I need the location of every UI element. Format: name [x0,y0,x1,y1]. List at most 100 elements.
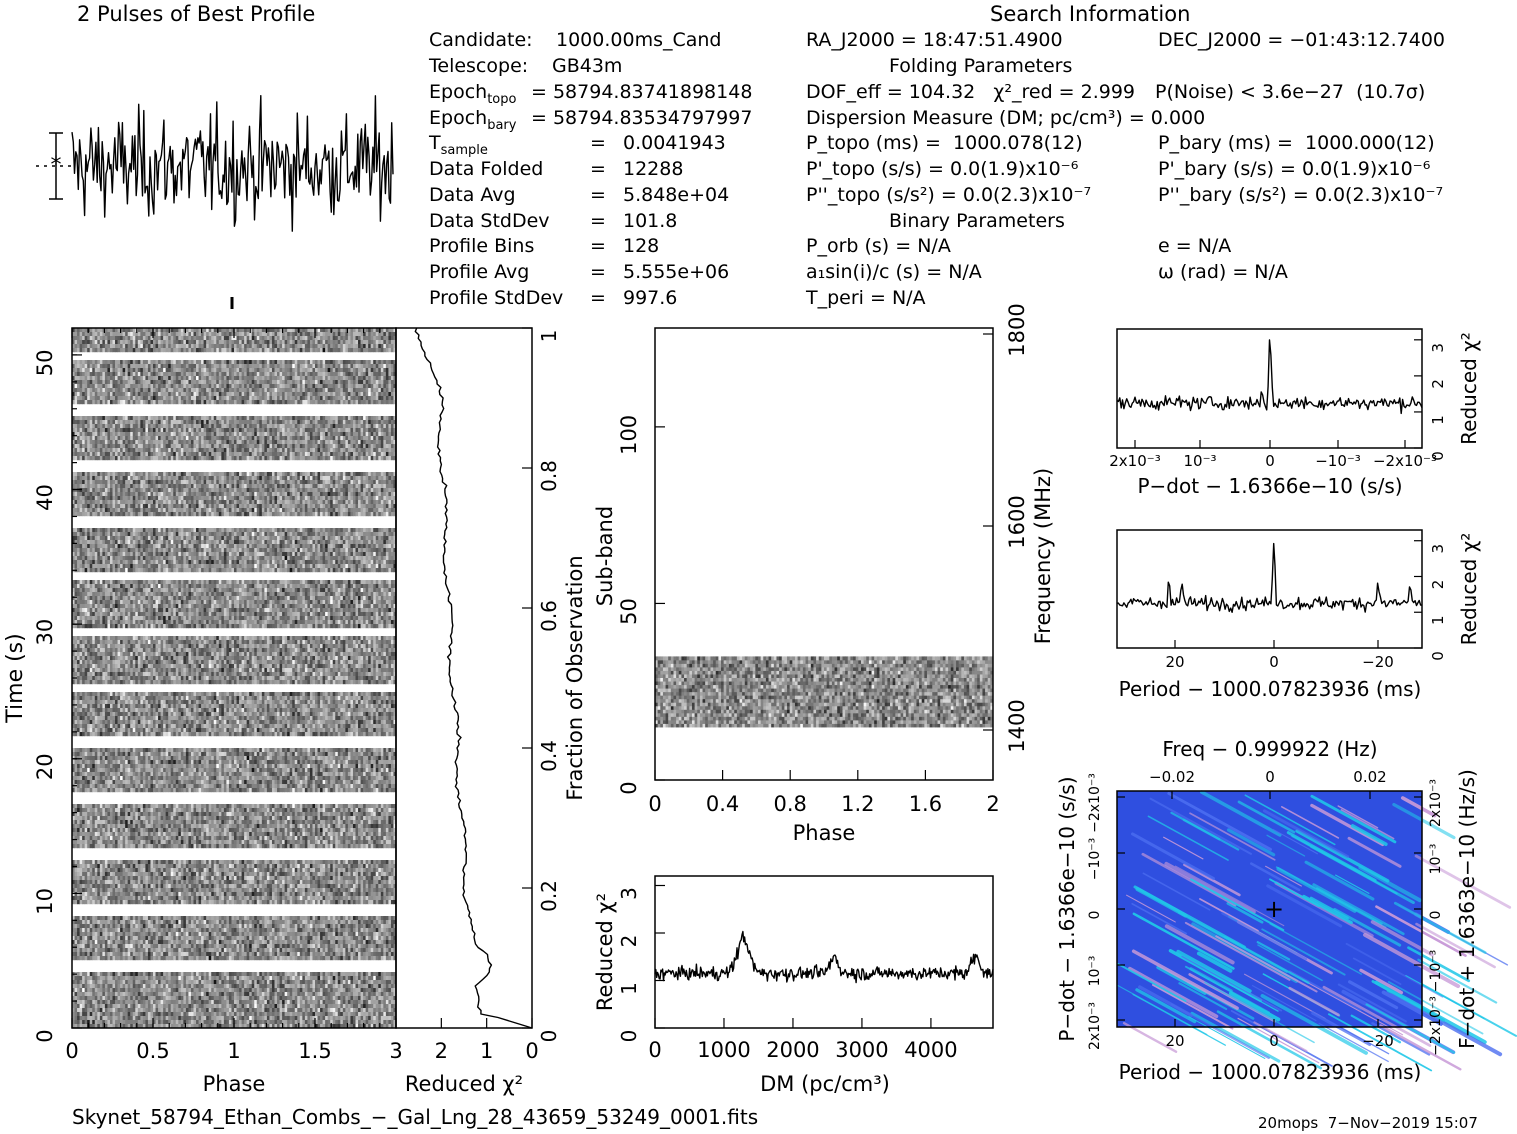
heat-cell [143,372,146,376]
heat-cell [287,372,290,376]
heat-cell [216,336,219,340]
heat-cell [297,348,300,352]
heat-cell [345,456,348,460]
heat-cell [292,396,295,400]
heat-cell [391,432,394,436]
heat-cell [161,456,164,460]
heat-cell [318,340,321,344]
heat-cell [333,392,336,396]
heat-cell [338,396,341,400]
heat-cell [340,424,343,428]
heat-cell [287,396,290,400]
heat-cell [292,452,295,456]
heat-cell [216,384,219,388]
heat-cell [259,424,262,428]
heat-cell [383,452,386,456]
heat-cell [150,428,153,432]
heat-cell [229,396,232,400]
heat-cell [318,400,321,404]
heat-cell [264,448,267,452]
heat-cell [171,340,174,344]
heat-cell [75,424,78,428]
heat-cell [120,476,123,480]
heat-cell [259,448,262,452]
heat-cell [188,504,191,508]
heat-cell [219,400,222,404]
heat-cell [262,372,265,376]
heat-cell [199,452,202,456]
heat-cell [186,420,189,424]
heat-cell [272,380,275,384]
heat-cell [166,500,169,504]
heat-cell [373,444,376,448]
heat-cell [133,340,136,344]
heat-cell [267,392,270,396]
heat-cell [305,440,308,444]
heat-cell [95,336,98,340]
heat-cell [275,416,278,420]
heat-cell [257,424,260,428]
heat-cell [148,336,151,340]
heat-cell [82,416,85,420]
heat-cell [328,392,331,396]
heat-cell [171,452,174,456]
heat-cell [171,456,174,460]
heat-cell [264,340,267,344]
heat-cell [262,368,265,372]
heat-cell [300,380,303,384]
heat-cell [237,452,240,456]
heat-cell [320,340,323,344]
heat-cell [330,476,333,480]
heat-cell [361,504,364,508]
heat-cell [201,424,204,428]
heat-cell [92,436,95,440]
heat-cell [143,432,146,436]
heat-cell [87,436,90,440]
heat-cell [153,340,156,344]
heat-cell [292,492,295,496]
heat-cell [358,348,361,352]
heat-cell [378,416,381,420]
heat-cell [82,384,85,388]
heat-cell [95,340,98,344]
heat-cell [186,480,189,484]
heat-cell [196,392,199,396]
heat-cell [335,336,338,340]
heat-cell [206,504,209,508]
heat-cell [386,488,389,492]
heat-cell [92,360,95,364]
heat-cell [148,436,151,440]
heat-cell [254,476,257,480]
heat-cell [378,500,381,504]
heat-cell [77,384,80,388]
heat-cell [320,344,323,348]
heat-cell [290,500,293,504]
heat-cell [237,376,240,380]
heat-cell [186,388,189,392]
heat-cell [328,420,331,424]
heat-cell [269,428,272,432]
heat-cell [280,500,283,504]
heat-cell [97,332,100,336]
heat-cell [275,440,278,444]
heat-cell [115,480,118,484]
heat-cell [199,476,202,480]
heat-cell [386,336,389,340]
heat-cell [100,424,103,428]
heat-cell [166,452,169,456]
heat-cell [120,500,123,504]
heat-cell [376,340,379,344]
heat-cell [376,428,379,432]
heat-cell [237,436,240,440]
heat-cell [264,348,267,352]
heat-cell [252,492,255,496]
heat-cell [315,376,318,380]
heat-cell [194,444,197,448]
heat-cell [209,508,212,512]
heat-cell [194,492,197,496]
heat-cell [143,336,146,340]
heat-cell [153,480,156,484]
heat-cell [138,400,141,404]
heat-cell [123,440,126,444]
heat-cell [388,440,391,444]
